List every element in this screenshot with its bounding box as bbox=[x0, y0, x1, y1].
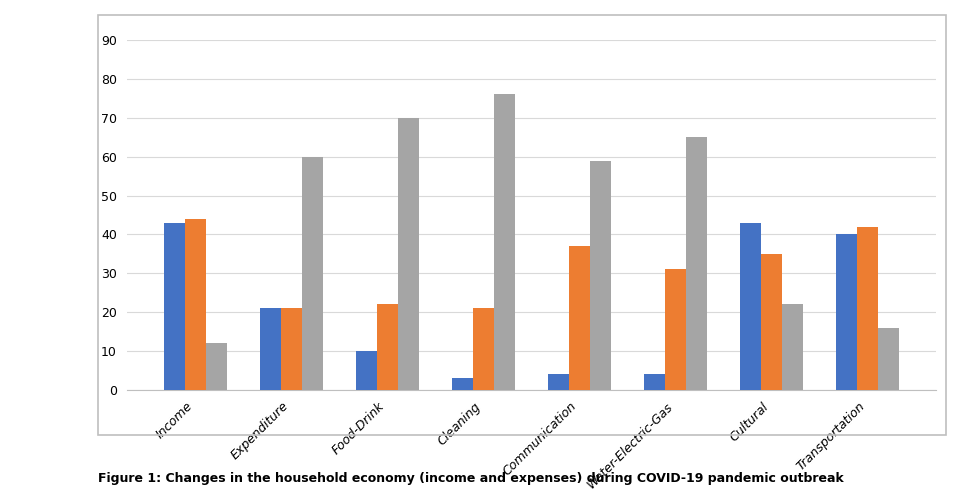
Bar bbox=[164, 223, 184, 390]
Bar bbox=[376, 304, 398, 390]
Bar bbox=[356, 351, 376, 390]
Bar bbox=[782, 304, 803, 390]
Bar bbox=[473, 308, 494, 390]
Bar bbox=[568, 246, 590, 390]
Bar bbox=[590, 160, 611, 390]
Bar bbox=[451, 378, 473, 390]
Bar bbox=[398, 118, 419, 390]
Bar bbox=[184, 219, 206, 390]
Bar bbox=[857, 226, 878, 390]
Bar bbox=[836, 234, 857, 390]
Bar bbox=[644, 374, 665, 390]
Bar bbox=[494, 94, 515, 390]
Bar bbox=[686, 137, 707, 390]
Bar bbox=[760, 254, 782, 390]
Bar bbox=[740, 223, 760, 390]
Text: Figure 1: Changes in the household economy (income and expenses) during COVID-19: Figure 1: Changes in the household econo… bbox=[98, 472, 843, 485]
Bar bbox=[206, 344, 227, 390]
Bar bbox=[302, 156, 323, 390]
Bar bbox=[665, 270, 686, 390]
Bar bbox=[259, 308, 281, 390]
Bar bbox=[548, 374, 568, 390]
Bar bbox=[281, 308, 302, 390]
Bar bbox=[878, 328, 899, 390]
